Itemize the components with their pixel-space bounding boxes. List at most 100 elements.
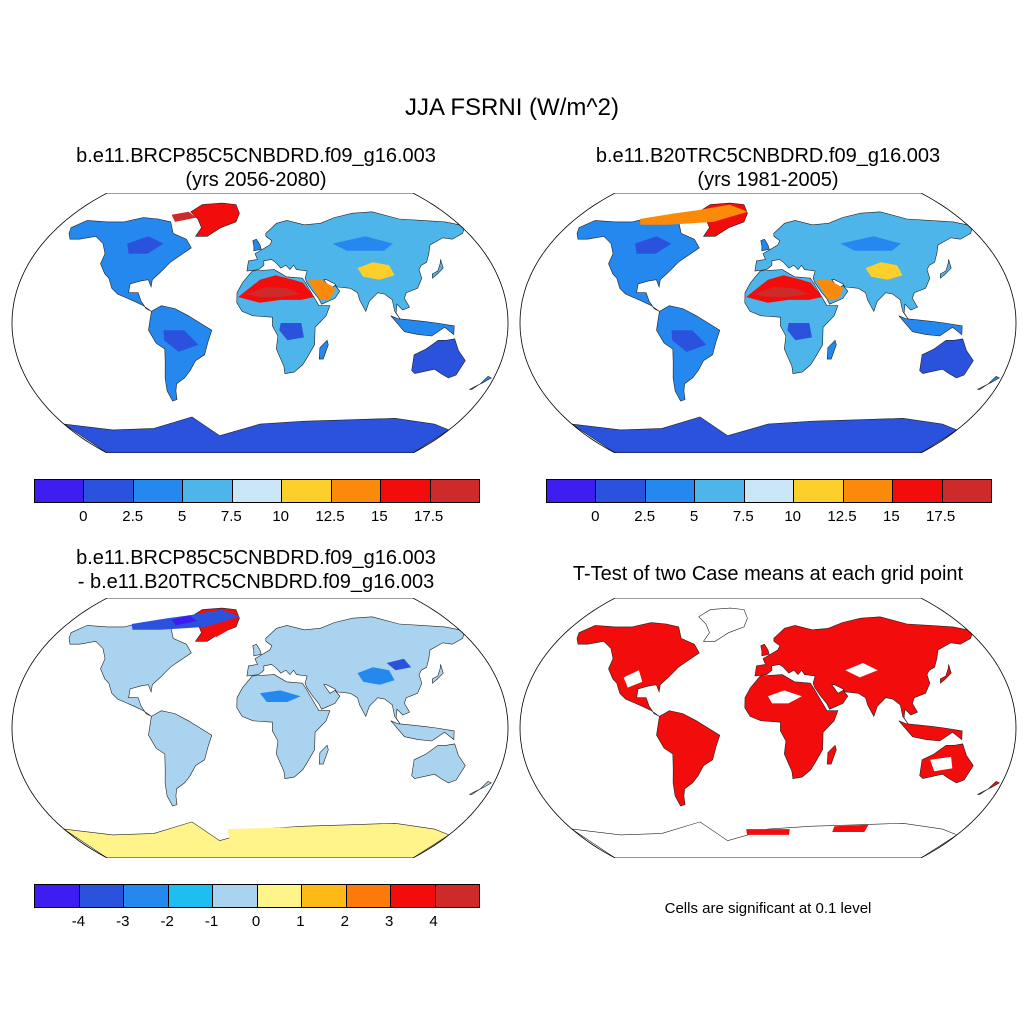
colorbar-swatch (942, 480, 991, 502)
colorbar-historical (546, 479, 992, 503)
panel2-title: b.e11.B20TRC5CNBDRD.f09_g16.003 (yrs 198… (518, 144, 1018, 192)
colorbar-tick-label: 3 (385, 913, 394, 930)
land-region-madagascar (826, 744, 837, 765)
colorbar-tick-label: -3 (116, 913, 130, 930)
field-patch (768, 690, 802, 704)
colorbar-tick-label: 17.5 (414, 508, 444, 525)
panel4-title: T-Test of two Case means at each grid po… (572, 563, 964, 585)
land-region-japan (431, 664, 444, 684)
land-region-australia (411, 338, 466, 379)
colorbar-tick-label: 10 (784, 508, 801, 525)
colorbar-tick-label: -4 (71, 913, 86, 930)
figure-title: JJA FSRNI (W/m^2) (405, 94, 619, 121)
land-region-indonesia (390, 315, 455, 337)
field-patch (171, 615, 197, 626)
panel1-title-line2: (yrs 2056-2080) (185, 169, 327, 191)
map-panel-ttest (519, 598, 1017, 858)
map-border (11, 598, 509, 858)
field-patch (171, 211, 197, 222)
land-region-madagascar (318, 339, 329, 360)
colorbar-swatch (843, 480, 894, 502)
land-region-antarctica (571, 821, 958, 858)
land-region-nz (977, 376, 1000, 390)
land-region-southAmerica (656, 710, 721, 807)
colorbar-tick-label: 0 (79, 508, 88, 525)
land-region-greenland (698, 607, 748, 642)
colorbar-swatch (84, 480, 134, 502)
colorbar-swatch (302, 885, 347, 907)
significance-note: Cells are significant at 0.1 level (664, 900, 872, 917)
colorbar-swatch (35, 885, 80, 907)
land-region-northAmerica (576, 622, 700, 717)
colorbar-tick-label: 5 (689, 508, 699, 525)
colorbar-tick-label: 12.5 (827, 508, 857, 525)
field-patch (357, 262, 395, 280)
map-border (519, 193, 1017, 453)
field-patch (815, 279, 844, 300)
map-border (519, 598, 1017, 858)
land-region-madagascar (826, 339, 837, 360)
land-region-eurasia (246, 616, 465, 727)
panel2-title-line2: (yrs 1981-2005) (697, 169, 839, 191)
colorbar-swatch (893, 480, 943, 502)
colorbar-future (34, 479, 480, 503)
field-patch (227, 826, 391, 844)
land-region-southAmerica (148, 710, 213, 807)
land-region-nz (469, 376, 492, 390)
land-region-australia (411, 743, 466, 784)
land-region-japan (939, 664, 952, 684)
colorbar-swatch (744, 480, 795, 502)
field-patch (307, 279, 336, 300)
colorbar-swatch (435, 885, 479, 907)
colorbar-swatch (391, 885, 436, 907)
colorbar-tick-label: 2.5 (122, 508, 144, 525)
field-patch (357, 667, 395, 685)
colorbar-swatch (133, 480, 184, 502)
field-patch (623, 670, 643, 688)
colorbar-swatch (596, 480, 646, 502)
land-region-nz (977, 781, 1000, 795)
panel1-title: b.e11.BRCP85C5CNBDRD.f09_g16.003 (yrs 20… (6, 144, 506, 192)
colorbar-swatch (430, 480, 479, 502)
colorbar-tick-label: 5 (177, 508, 187, 525)
colorbar-difference (34, 884, 480, 908)
field-patch (845, 663, 878, 678)
land-region-greenland (190, 202, 240, 237)
colorbar-tick-label: 15 (370, 508, 388, 525)
land-region-japan (431, 259, 444, 279)
field-patch (840, 236, 901, 251)
colorbar-tick-label: 4 (429, 913, 438, 930)
colorbar-tick-label: 2 (340, 913, 349, 930)
colorbar-swatch (124, 885, 169, 907)
colorbar-tick-label: 0 (591, 508, 600, 525)
field-patch (260, 690, 301, 702)
field-patch (671, 330, 707, 352)
colorbar-swatch (381, 480, 431, 502)
colorbar-tick-label: 12.5 (315, 508, 345, 525)
colorbar-swatch (183, 480, 233, 502)
field-patch (163, 330, 199, 352)
map-panel-difference (11, 598, 509, 858)
field-patch (246, 286, 301, 297)
field-patch (635, 236, 672, 254)
panel3-title: b.e11.BRCP85C5CNBDRD.f09_g16.003 - b.e11… (6, 546, 506, 594)
colorbar-tick-label: 0 (251, 913, 261, 930)
panel2-title-line1: b.e11.B20TRC5CNBDRD.f09_g16.003 (595, 145, 941, 167)
colorbar-swatch (794, 480, 844, 502)
land-region-antarctica (571, 416, 958, 453)
land-region-uk (252, 643, 262, 657)
colorbar-swatch (346, 885, 391, 907)
colorbar-tick-label: 10 (272, 508, 289, 525)
land-region-northAmerica (68, 217, 192, 312)
map-panel-historical (519, 193, 1017, 453)
land-region-southAmerica (656, 305, 721, 402)
colorbar-swatch (645, 480, 696, 502)
colorbar-swatch (331, 480, 382, 502)
land-region-africa (744, 674, 839, 779)
colorbar-swatch (35, 480, 85, 502)
field-patch (754, 286, 809, 297)
land-region-australia (919, 338, 974, 379)
field-patch (746, 829, 790, 835)
colorbar-tick-label: 2.5 (634, 508, 656, 525)
field-patch (127, 236, 164, 254)
